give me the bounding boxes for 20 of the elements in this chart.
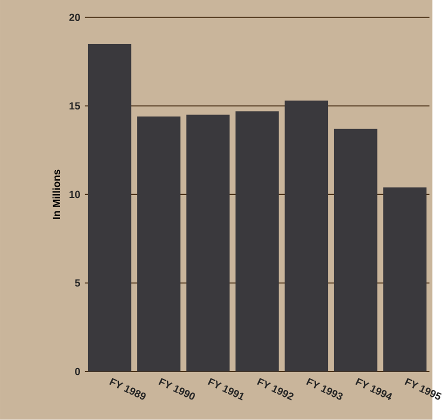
y-tick-label: 10 xyxy=(70,190,80,198)
bar xyxy=(284,100,328,372)
bar xyxy=(236,111,279,372)
y-axis-title: In Millions xyxy=(52,170,60,220)
y-tick-label: 5 xyxy=(74,280,80,287)
x-tick-label: FY 1992 xyxy=(256,378,294,400)
x-tick-label: FY 1994 xyxy=(355,378,392,400)
bar xyxy=(334,129,378,372)
bar xyxy=(137,116,180,372)
x-tick-label: FY 1990 xyxy=(158,378,195,400)
bar xyxy=(88,44,132,372)
x-tick-label: FY 1991 xyxy=(208,378,244,401)
x-tick-label: FY 1995 xyxy=(404,378,442,400)
bar xyxy=(383,187,426,372)
x-tick-label: FY 1993 xyxy=(306,378,343,400)
y-tick-label: 15 xyxy=(70,102,80,110)
bar xyxy=(186,114,230,372)
y-tick-label: 20 xyxy=(69,14,80,22)
x-tick-label: FY 1989 xyxy=(109,378,146,400)
y-tick-label: 0 xyxy=(75,368,80,376)
